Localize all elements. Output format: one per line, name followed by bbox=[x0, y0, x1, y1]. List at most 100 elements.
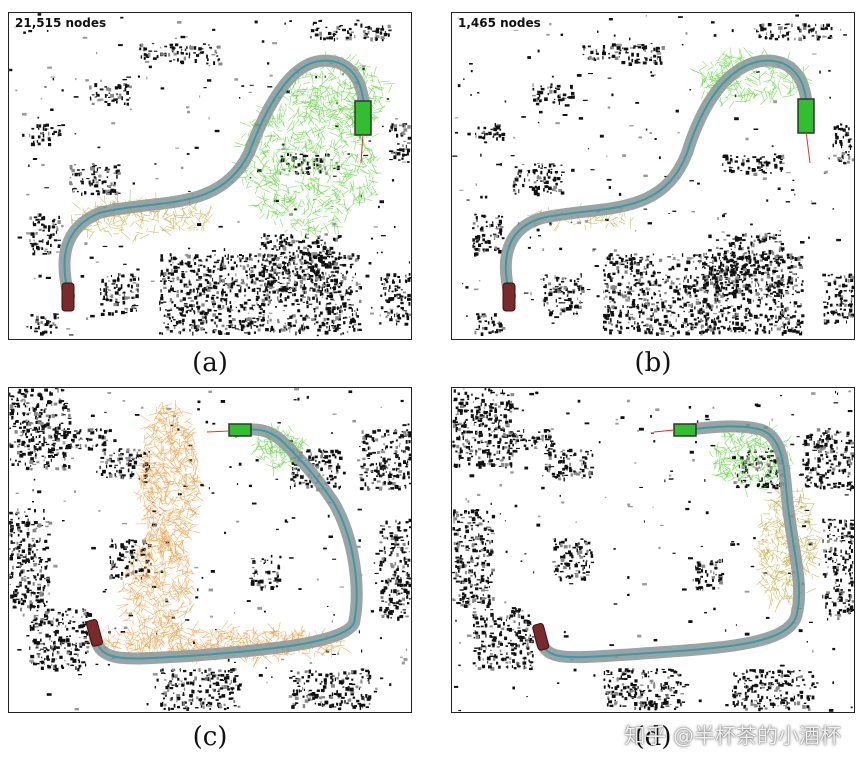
obstacle-speck bbox=[305, 234, 307, 239]
tree-edge bbox=[261, 181, 270, 187]
obstacle-speck bbox=[350, 289, 352, 293]
obstacle-speck bbox=[849, 146, 852, 151]
obstacle-speck bbox=[681, 307, 684, 309]
obstacle-speck bbox=[485, 220, 488, 224]
obstacle-speck bbox=[577, 280, 579, 283]
obstacle-speck bbox=[109, 295, 112, 297]
obstacle-speck bbox=[281, 148, 286, 150]
obstacle-speck bbox=[650, 43, 653, 44]
obstacle-speck bbox=[163, 286, 167, 289]
obstacle-speck bbox=[548, 163, 552, 168]
obstacle-speck bbox=[117, 288, 120, 292]
obstacle-speck bbox=[292, 324, 296, 327]
obstacle-speck bbox=[757, 260, 760, 264]
obstacle-speck bbox=[248, 257, 253, 260]
obstacle-speck bbox=[244, 288, 247, 293]
tree-edge bbox=[274, 150, 281, 155]
obstacle-speck bbox=[196, 306, 199, 308]
obstacle-speck bbox=[770, 314, 774, 318]
obstacle-speck bbox=[621, 47, 624, 49]
obstacle-speck bbox=[786, 256, 791, 259]
obstacle-speck bbox=[752, 156, 757, 159]
obstacle-speck bbox=[640, 271, 643, 276]
obstacle-speck bbox=[734, 160, 738, 163]
obstacle-speck bbox=[540, 85, 542, 88]
obstacle-speck bbox=[336, 312, 339, 315]
obstacle-speck bbox=[106, 176, 109, 178]
obstacle-speck bbox=[637, 304, 639, 308]
tree-edge bbox=[356, 163, 362, 173]
obstacle-speck bbox=[107, 189, 110, 193]
obstacle-speck bbox=[557, 288, 561, 290]
obstacle-speck bbox=[332, 175, 337, 177]
obstacle-speck bbox=[683, 310, 685, 313]
obstacle-speck bbox=[220, 307, 223, 310]
obstacle-speck bbox=[385, 299, 389, 302]
obstacle-speck bbox=[251, 274, 255, 278]
obstacle-speck bbox=[760, 278, 764, 282]
obstacle-speck bbox=[842, 135, 844, 139]
obstacle-speck bbox=[790, 256, 793, 260]
obstacle-speck bbox=[124, 312, 128, 314]
obstacle-speck bbox=[165, 309, 167, 311]
tree-edge bbox=[285, 184, 290, 195]
obstacle-speck bbox=[375, 37, 377, 41]
obstacle-speck bbox=[728, 166, 732, 168]
obstacle-speck bbox=[380, 36, 385, 40]
obstacle-speck bbox=[349, 321, 352, 325]
obstacle-speck bbox=[105, 285, 109, 289]
obstacle-speck bbox=[758, 162, 761, 165]
obstacle-speck bbox=[686, 291, 689, 296]
obstacle-speck bbox=[713, 320, 717, 323]
obstacle-speck bbox=[608, 291, 610, 294]
obstacle-speck bbox=[55, 326, 58, 329]
obstacle-speck bbox=[724, 276, 728, 278]
obstacle-speck bbox=[652, 271, 656, 275]
obstacle-speck bbox=[669, 324, 672, 328]
obstacle-speck bbox=[195, 328, 198, 332]
obstacle-speck bbox=[628, 281, 630, 285]
tree-edge bbox=[112, 199, 115, 205]
tree-edge bbox=[350, 163, 361, 168]
obstacle-speck bbox=[724, 255, 728, 259]
obstacle-speck bbox=[273, 330, 277, 332]
obstacle-speck bbox=[126, 309, 128, 312]
obstacle-speck bbox=[715, 287, 718, 290]
tree-edge bbox=[278, 108, 281, 120]
tree-edge bbox=[334, 193, 341, 201]
obstacle-speck bbox=[72, 187, 77, 190]
obstacle-speck bbox=[760, 296, 763, 300]
obstacle-speck bbox=[92, 163, 95, 166]
obstacle-speck bbox=[214, 285, 218, 290]
obstacle-speck bbox=[221, 279, 225, 283]
obstacle-speck bbox=[651, 284, 655, 286]
tree-edge bbox=[333, 151, 343, 159]
obstacle-speck bbox=[315, 276, 319, 281]
obstacle-speck bbox=[318, 285, 321, 289]
obstacle-speck bbox=[521, 163, 525, 166]
obstacle-speck bbox=[472, 227, 475, 230]
obstacle-speck bbox=[763, 172, 767, 174]
obstacle-speck bbox=[302, 278, 306, 281]
obstacle-speck bbox=[830, 273, 833, 276]
obstacle-speck bbox=[668, 304, 670, 306]
tree-edge bbox=[371, 163, 377, 168]
obstacle-speck bbox=[740, 267, 744, 271]
tree-edge bbox=[266, 172, 278, 175]
obstacle-speck bbox=[557, 96, 561, 98]
obstacle-speck bbox=[295, 240, 300, 243]
obstacle-speck bbox=[100, 312, 105, 316]
obstacle-speck bbox=[738, 275, 741, 278]
tree-edge bbox=[315, 163, 320, 174]
obstacle-speck bbox=[494, 123, 497, 127]
obstacle-speck bbox=[546, 172, 548, 176]
obstacle-speck bbox=[641, 288, 644, 292]
obstacle-speck bbox=[476, 225, 479, 228]
obstacle-speck bbox=[257, 253, 262, 257]
obstacle-speck bbox=[795, 330, 800, 334]
tree-edge bbox=[366, 149, 371, 151]
obstacle-speck bbox=[226, 325, 230, 327]
obstacle-speck bbox=[389, 129, 392, 133]
obstacle-speck bbox=[641, 259, 643, 261]
obstacle-speck bbox=[256, 287, 260, 290]
